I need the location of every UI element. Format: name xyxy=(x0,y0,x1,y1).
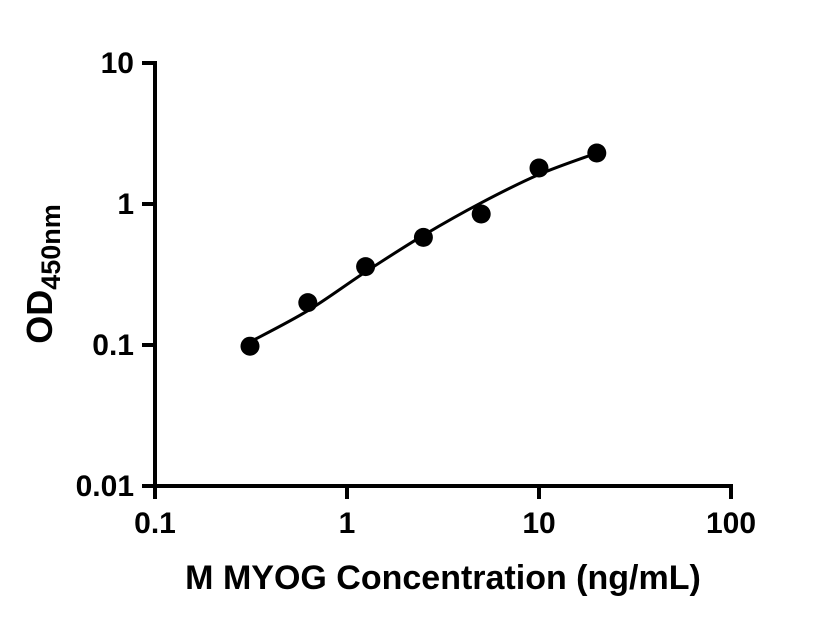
axes xyxy=(153,61,733,488)
y-axis-title-subscript: 450nm xyxy=(36,204,66,290)
y-tick-label: 10 xyxy=(101,47,134,80)
x-tick-label: 10 xyxy=(522,507,555,540)
x-tick-label: 0.1 xyxy=(134,507,176,540)
y-tick-label: 0.01 xyxy=(76,470,134,503)
data-point xyxy=(587,143,607,163)
axis-ticks xyxy=(142,61,733,499)
data-point xyxy=(356,257,376,277)
y-axis-title: OD450nm xyxy=(19,204,66,344)
data-point xyxy=(413,227,433,247)
data-point xyxy=(529,158,549,178)
x-tick-label: 100 xyxy=(706,507,756,540)
x-tick-label: 1 xyxy=(339,507,356,540)
data-point xyxy=(240,336,260,356)
data-point xyxy=(298,293,318,313)
y-tick-label: 1 xyxy=(117,188,134,221)
y-axis-title-main: OD xyxy=(19,290,60,344)
data-point xyxy=(471,204,491,224)
fit-curve-line xyxy=(248,151,599,344)
x-axis-title: M MYOG Concentration (ng/mL) xyxy=(185,559,701,597)
data-points xyxy=(240,143,607,356)
y-tick-label: 0.1 xyxy=(92,329,134,362)
